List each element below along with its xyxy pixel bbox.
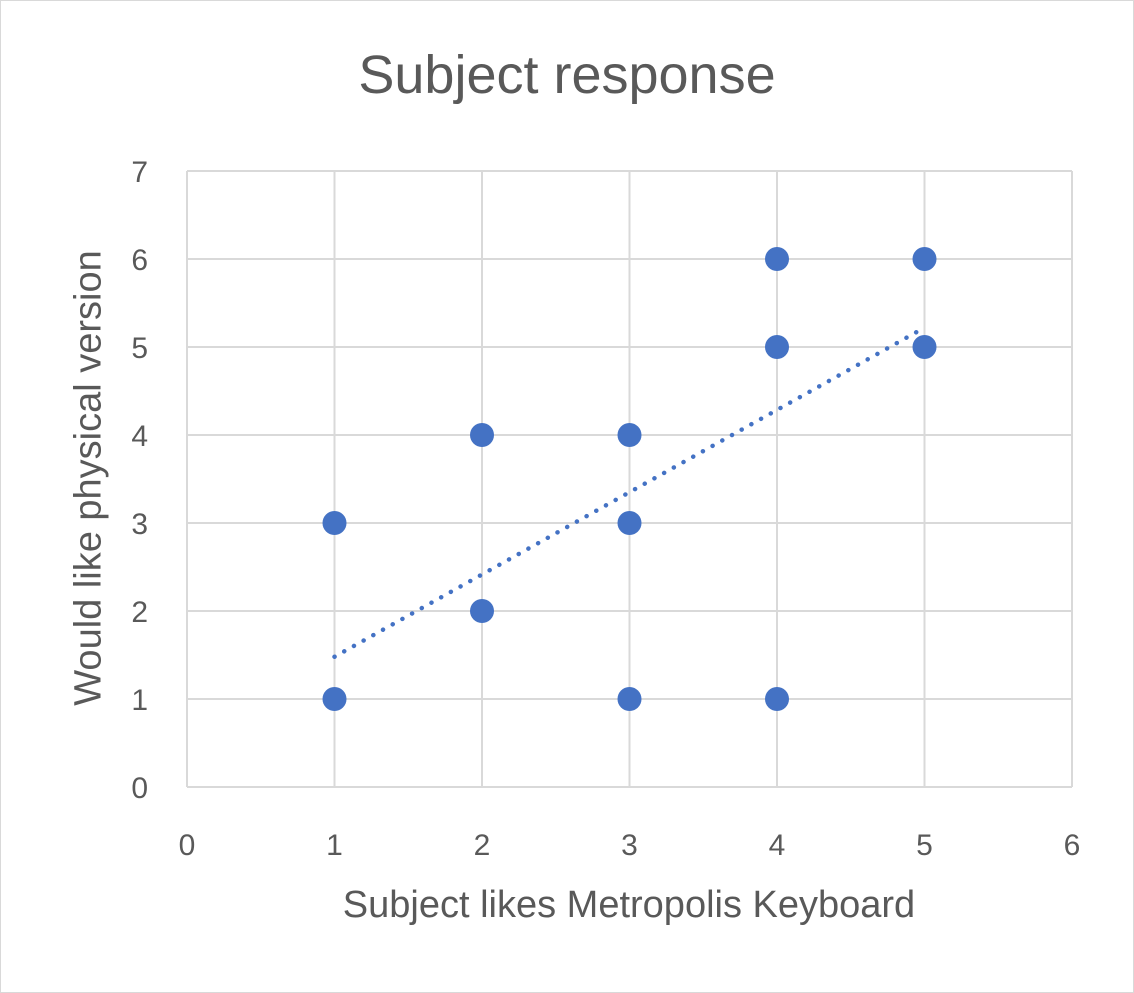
trendline <box>332 325 927 660</box>
x-tick-label: 3 <box>621 829 638 862</box>
y-tick-label: 1 <box>131 684 148 717</box>
x-tick-label: 1 <box>326 829 343 862</box>
scatter-point <box>617 423 642 447</box>
scatter-point <box>617 687 642 711</box>
x-tick-label: 6 <box>1064 829 1081 862</box>
scatter-point <box>912 247 937 271</box>
y-tick-label: 2 <box>131 596 148 629</box>
x-tick-label: 2 <box>474 829 491 862</box>
y-axis-title: Would like physical version <box>67 250 110 706</box>
scatter-point <box>912 335 937 359</box>
x-tick-label: 0 <box>179 829 196 862</box>
y-tick-labels: 0 1 2 3 4 5 6 7 <box>131 156 148 805</box>
y-tick-label: 5 <box>131 332 148 365</box>
x-tick-label: 5 <box>916 829 933 862</box>
scatter-point <box>322 687 347 711</box>
y-tick-label: 7 <box>131 156 148 189</box>
trendline-path <box>332 325 927 660</box>
scatter-point <box>765 687 789 711</box>
scatter-point <box>765 247 789 271</box>
data-points <box>322 247 937 711</box>
scatter-point <box>617 511 642 535</box>
scatter-point <box>470 423 494 447</box>
y-tick-label: 0 <box>131 772 148 805</box>
x-axis-title: Subject likes Metropolis Keyboard <box>342 884 916 926</box>
scatter-point <box>322 511 347 535</box>
scatter-point <box>470 599 494 623</box>
chart-title: Subject response <box>358 45 776 105</box>
x-tick-label: 4 <box>769 829 786 862</box>
y-tick-label: 6 <box>131 244 148 277</box>
y-tick-label: 4 <box>131 420 148 453</box>
y-tick-label: 3 <box>131 508 148 541</box>
x-tick-labels: 0 1 2 3 4 5 6 <box>179 829 1081 862</box>
scatter-point <box>765 335 789 359</box>
